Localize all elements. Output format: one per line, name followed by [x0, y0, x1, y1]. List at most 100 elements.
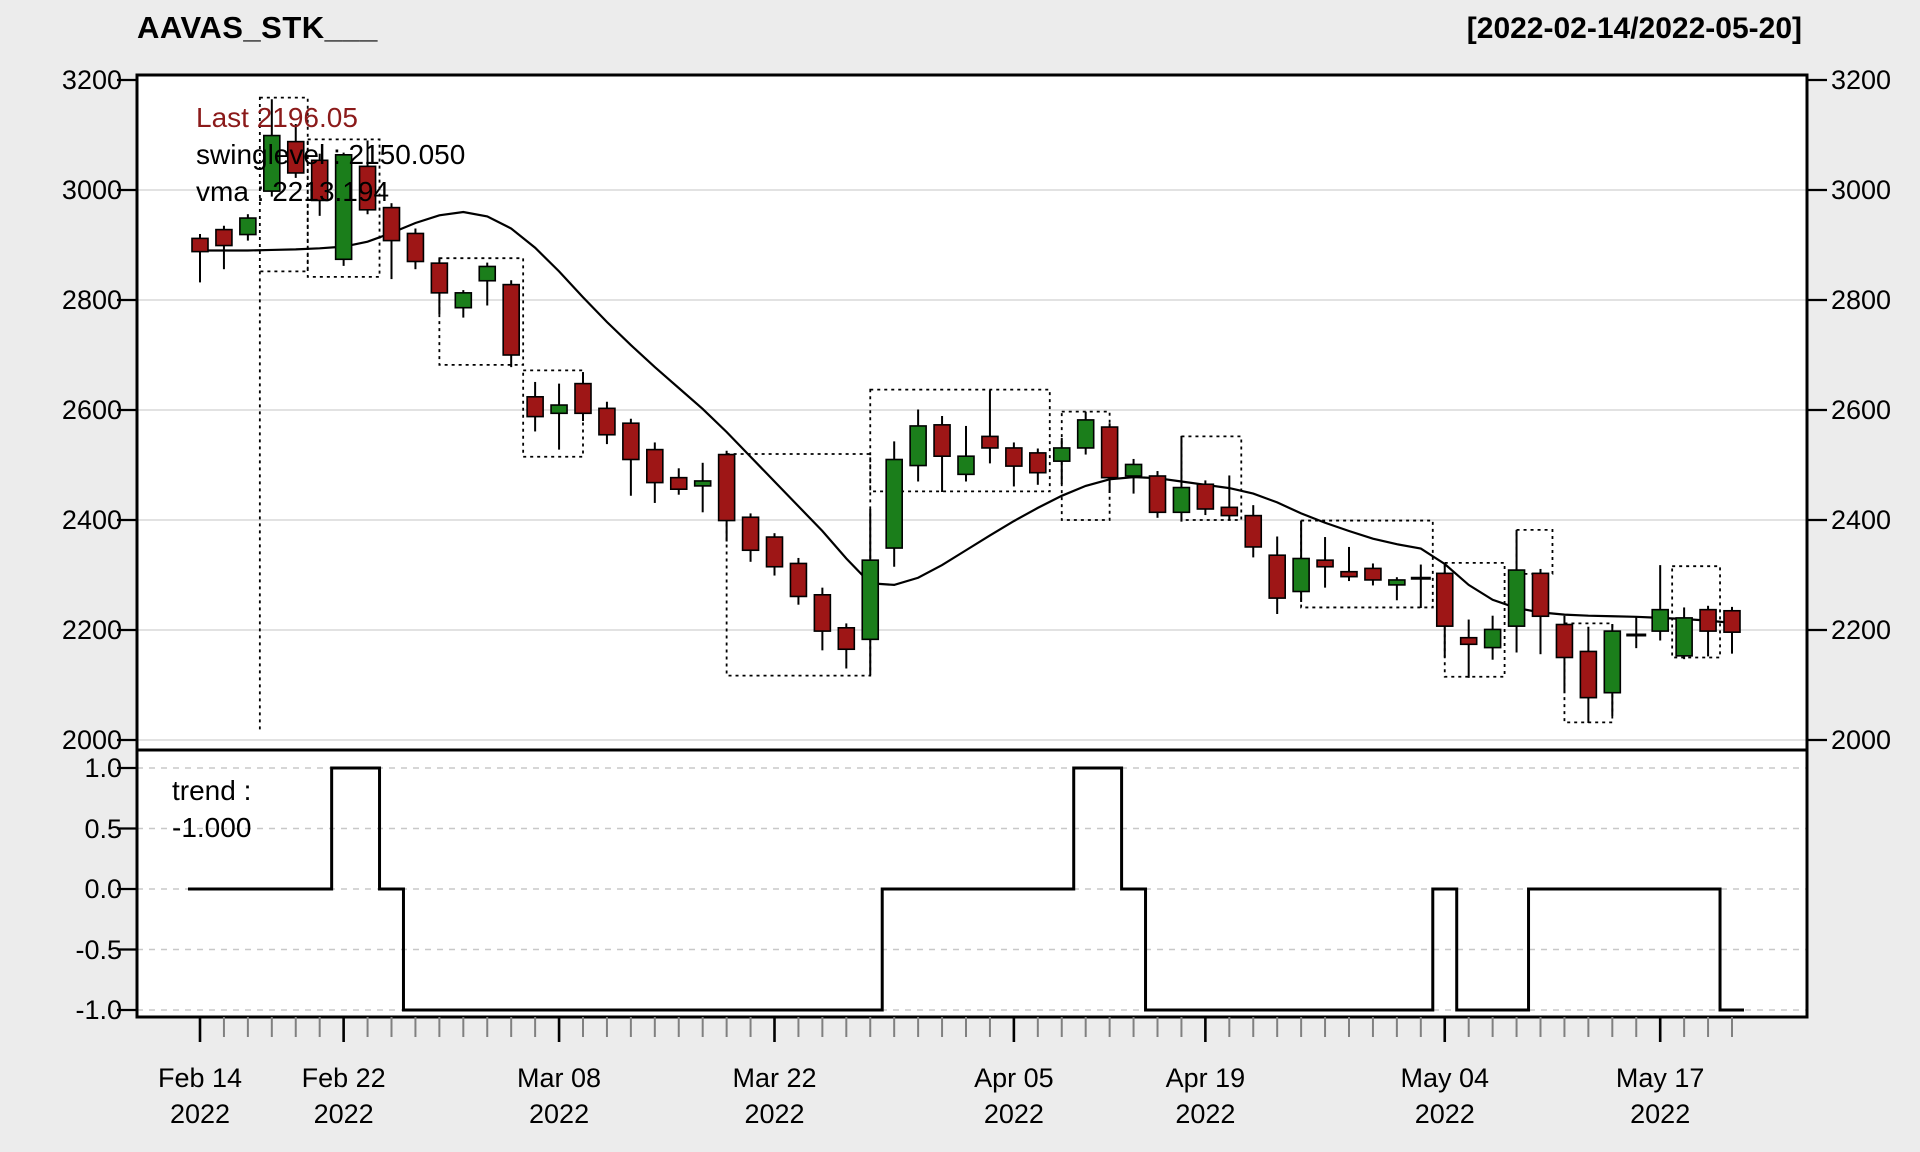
price-axis-label-right: 3000	[1831, 175, 1892, 205]
candle-down	[191, 237, 209, 253]
candle-down	[526, 395, 544, 418]
price-axis-label-right: 2400	[1831, 505, 1892, 535]
candle-up	[239, 217, 257, 236]
price-axis-label-left: 2200	[61, 615, 122, 645]
date-axis-label-line2: 2022	[1175, 1099, 1236, 1129]
candle-down	[1555, 623, 1574, 659]
date-axis-label-line1: Apr 05	[974, 1063, 1054, 1093]
trend-axis-label: 0.0	[84, 874, 122, 904]
date-axis-label: Feb 14 2022	[120, 1060, 280, 1132]
candle-down	[646, 448, 664, 484]
swing-box	[306, 138, 381, 278]
price-axis-label-right: 2800	[1831, 285, 1892, 315]
candle-down	[1244, 514, 1263, 548]
candle-up	[1483, 628, 1502, 649]
swing-box	[438, 257, 525, 366]
candle-up	[478, 265, 497, 282]
candle-up	[1675, 617, 1693, 657]
candle-down	[622, 422, 640, 461]
date-axis-label-line1: Feb 22	[301, 1063, 386, 1093]
candle-down	[1531, 572, 1550, 618]
candle-down	[215, 228, 233, 247]
main-panel-bg	[137, 75, 1807, 750]
candle-down	[1459, 636, 1478, 646]
date-axis-label: Feb 22 2022	[264, 1060, 424, 1132]
price-axis-label-left: 2800	[61, 285, 122, 315]
candle-up	[885, 458, 903, 549]
candle-up	[550, 404, 568, 415]
candle-up	[957, 455, 975, 476]
price-axis-label-left: 3200	[61, 65, 122, 95]
date-axis-label-line2: 2022	[169, 1099, 231, 1129]
candle-down	[981, 435, 999, 449]
candle-down	[1435, 572, 1454, 627]
candle-down	[765, 536, 784, 568]
date-axis-label-line1: Feb 14	[157, 1063, 243, 1093]
candle-down	[669, 476, 688, 490]
trend-axis-label: -1.0	[75, 995, 122, 1025]
date-axis-label-line1: Mar 08	[517, 1063, 602, 1093]
page-title: AAVAS_STK___	[137, 10, 378, 45]
candle-down	[1029, 452, 1047, 474]
trend-step-line	[188, 766, 1744, 1012]
price-axis-label-left: 2600	[61, 395, 122, 425]
candle-down	[717, 453, 736, 522]
trend-axis-label: 0.5	[84, 813, 122, 844]
swing-box	[522, 369, 584, 458]
candle-down	[502, 283, 520, 356]
candle-up	[454, 292, 473, 309]
date-axis-label-line1: May 04	[1400, 1063, 1490, 1093]
candle-up	[263, 134, 281, 192]
candle-down	[1100, 426, 1119, 479]
date-axis-label-line1: Apr 19	[1165, 1063, 1246, 1093]
price-axis-label-left: 3000	[61, 175, 122, 205]
candle-up	[1603, 630, 1622, 694]
date-axis-label: Mar 22 2022	[695, 1060, 855, 1132]
price-axis-label-right: 3200	[1831, 65, 1892, 95]
vma-annotation: vma : 2213.194	[196, 176, 390, 207]
candle-down	[1196, 483, 1215, 510]
date-axis-label-line2: 2022	[529, 1099, 590, 1129]
swinglevel-annotation: swinglevel : 2150.050	[196, 139, 466, 170]
candle-down	[1268, 554, 1286, 599]
date-axis-label-line1: May 17	[1615, 1063, 1705, 1093]
candle-down	[406, 232, 425, 263]
date-range-label: [2022-02-14/2022-05-20]	[1466, 12, 1802, 45]
trend-panel-frame	[135, 748, 1809, 1019]
candle-down	[741, 516, 760, 552]
candle-down	[382, 206, 401, 242]
price-axis-label-left: 2000	[61, 725, 122, 755]
candle-down	[598, 407, 616, 436]
candle-down	[310, 159, 329, 202]
date-axis-label-line2: 2022	[744, 1099, 805, 1129]
trend-panel-bg	[137, 750, 1807, 1017]
candle-down	[1364, 567, 1382, 581]
candle-up	[1651, 608, 1669, 632]
candle-down	[813, 593, 832, 632]
price-axis-label-right: 2600	[1831, 395, 1892, 425]
candle-down	[574, 382, 592, 415]
candle-up	[1076, 419, 1095, 449]
date-axis-label-line1: Mar 22	[732, 1063, 817, 1093]
date-axis-label-line2: 2022	[1414, 1099, 1475, 1129]
candle-down	[1148, 475, 1167, 514]
vma-line	[200, 210, 1733, 624]
swing-box	[1443, 562, 1506, 678]
price-axis-label-left: 2400	[61, 505, 122, 535]
trend-axis-label: 1.0	[84, 753, 122, 783]
date-axis-label: Apr 05 2022	[934, 1060, 1094, 1132]
date-axis-label: May 17 2022	[1580, 1060, 1740, 1132]
price-axis-label-right: 2200	[1831, 615, 1892, 645]
candle-up	[1172, 486, 1191, 514]
date-axis-label: Mar 08 2022	[479, 1060, 639, 1132]
swing-box	[1515, 529, 1554, 575]
candle-up	[1292, 557, 1310, 593]
candle-down	[789, 562, 808, 598]
candle-down	[933, 424, 951, 458]
swing-box	[1671, 565, 1721, 659]
trend-annotation-line1: trend :	[172, 775, 252, 806]
date-axis-label-line2: 2022	[1630, 1099, 1691, 1129]
candle-up	[861, 559, 880, 641]
date-axis-label-line2: 2022	[313, 1099, 374, 1129]
